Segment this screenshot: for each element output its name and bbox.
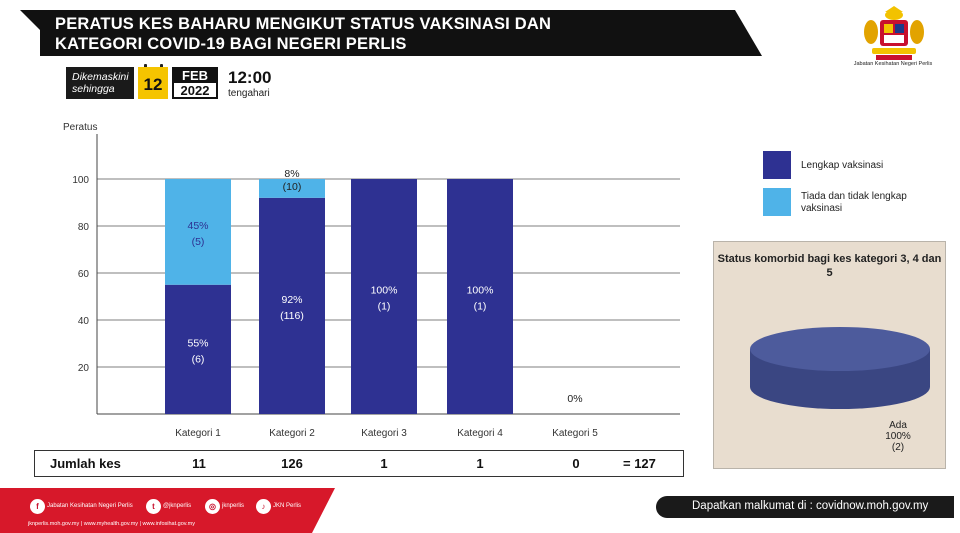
y-axis-label: Peratus	[63, 122, 97, 133]
footer-facebook[interactable]: Jabatan Kesihatan Negeri Perlis	[47, 503, 133, 509]
summary-value-3: 1	[380, 456, 388, 471]
summary-total: = 127	[623, 456, 656, 471]
data-label-count: (1)	[378, 301, 391, 313]
year-text: 2022	[180, 83, 210, 98]
legend-swatch-incomplete	[763, 188, 791, 216]
month-text: FEB	[174, 69, 216, 83]
data-label-percent: 100%	[467, 285, 494, 297]
summary-value-2: 126	[281, 456, 303, 471]
data-label-percent: 45%	[187, 220, 208, 232]
page-title: PERATUS KES BAHARU MENGIKUT STATUS VAKSI…	[55, 14, 551, 54]
summary-value-5: 0	[572, 456, 580, 471]
x-tick-label: Kategori 3	[361, 428, 407, 439]
footer-instagram[interactable]: jknperlis	[222, 503, 245, 509]
bar-incomplete	[259, 179, 325, 198]
calendar-day: 12	[138, 67, 168, 99]
data-label-zero: 0%	[567, 393, 582, 405]
y-tick-label: 20	[78, 363, 90, 374]
title-line-2: KATEGORI COVID-19 BAGI NEGERI PERLIS	[55, 35, 407, 53]
data-label-count: (6)	[192, 353, 205, 365]
x-tick-label: Kategori 1	[175, 428, 221, 439]
title-band	[20, 10, 762, 56]
summary-value-1: 11	[192, 456, 206, 471]
comorbid-pie-chart	[750, 327, 930, 409]
bar-complete	[165, 284, 231, 414]
x-tick-label: Kategori 2	[269, 428, 315, 439]
pie-label: Ada 100% (2)	[858, 420, 938, 453]
comorbid-title: Status komorbid bagi kes kategori 3, 4 d…	[717, 253, 942, 279]
summary-row	[34, 450, 684, 477]
bar-incomplete	[165, 179, 231, 285]
info-text[interactable]: Dapatkan malkumat di : covidnow.moh.gov.…	[692, 500, 929, 512]
pie-label-name: Ada	[889, 420, 907, 431]
coat-of-arms-logo	[864, 6, 924, 60]
bar-complete	[447, 179, 513, 414]
y-tick-label: 60	[78, 269, 90, 280]
footer-band	[0, 488, 335, 533]
pie-label-percent: 100%	[885, 431, 911, 442]
info-bar	[656, 496, 954, 518]
pie-label-count: (2)	[891, 442, 905, 453]
footer-tiktok[interactable]: JKN Perlis	[273, 503, 302, 509]
y-tick-label: 40	[78, 316, 90, 327]
data-label-percent: 8%	[284, 168, 299, 180]
vaccination-bar-chart: Peratus 20 40 60 80 100 55% (6) 45% (5) Kategori 1…	[63, 122, 680, 439]
footer-twitter[interactable]: @jknperlis	[163, 503, 192, 509]
update-time-label: tengahari	[228, 88, 270, 99]
data-label-percent: 92%	[281, 294, 302, 306]
bar-complete	[351, 179, 417, 414]
facebook-icon[interactable]: f	[30, 499, 45, 514]
y-tick-label: 100	[72, 175, 89, 186]
y-tick-label: 80	[78, 222, 90, 233]
instagram-icon[interactable]: ◎	[205, 499, 220, 514]
department-caption: Jabatan Kesihatan Negeri Perlis	[853, 61, 933, 67]
title-line-1: PERATUS KES BAHARU MENGIKUT STATUS VAKSI…	[55, 15, 552, 33]
twitter-icon[interactable]: t	[146, 499, 161, 514]
data-label-count: (10)	[283, 181, 302, 193]
updated-line-1: Dikemaskini	[72, 71, 129, 83]
calendar-month: FEB 2022	[172, 67, 218, 99]
summary-value-4: 1	[476, 456, 484, 471]
x-tick-label: Kategori 4	[457, 428, 503, 439]
pie-slice-ada	[750, 327, 930, 371]
data-label-count: (116)	[280, 310, 304, 322]
footer-websites[interactable]: jknperlis.moh.gov.my | www.myhealth.gov.…	[28, 521, 195, 527]
tiktok-icon[interactable]: ♪	[256, 499, 271, 514]
updated-line-2: sehingga	[72, 83, 115, 95]
data-label-count: (5)	[192, 236, 205, 248]
legend-label-complete: Lengkap vaksinasi	[801, 160, 884, 171]
data-label-percent: 100%	[371, 285, 398, 297]
data-label-percent: 55%	[187, 337, 208, 349]
bar-complete	[259, 197, 325, 414]
updated-label: Dikemaskini sehingga	[66, 67, 134, 99]
legend-label-incomplete: Tiada dan tidak lengkap vaksinasi	[801, 191, 907, 214]
data-label-count: (1)	[474, 301, 487, 313]
x-tick-label: Kategori 5	[552, 428, 598, 439]
legend-swatch-complete	[763, 151, 791, 179]
update-time: 12:00	[228, 68, 272, 87]
summary-label: Jumlah kes	[50, 456, 121, 471]
